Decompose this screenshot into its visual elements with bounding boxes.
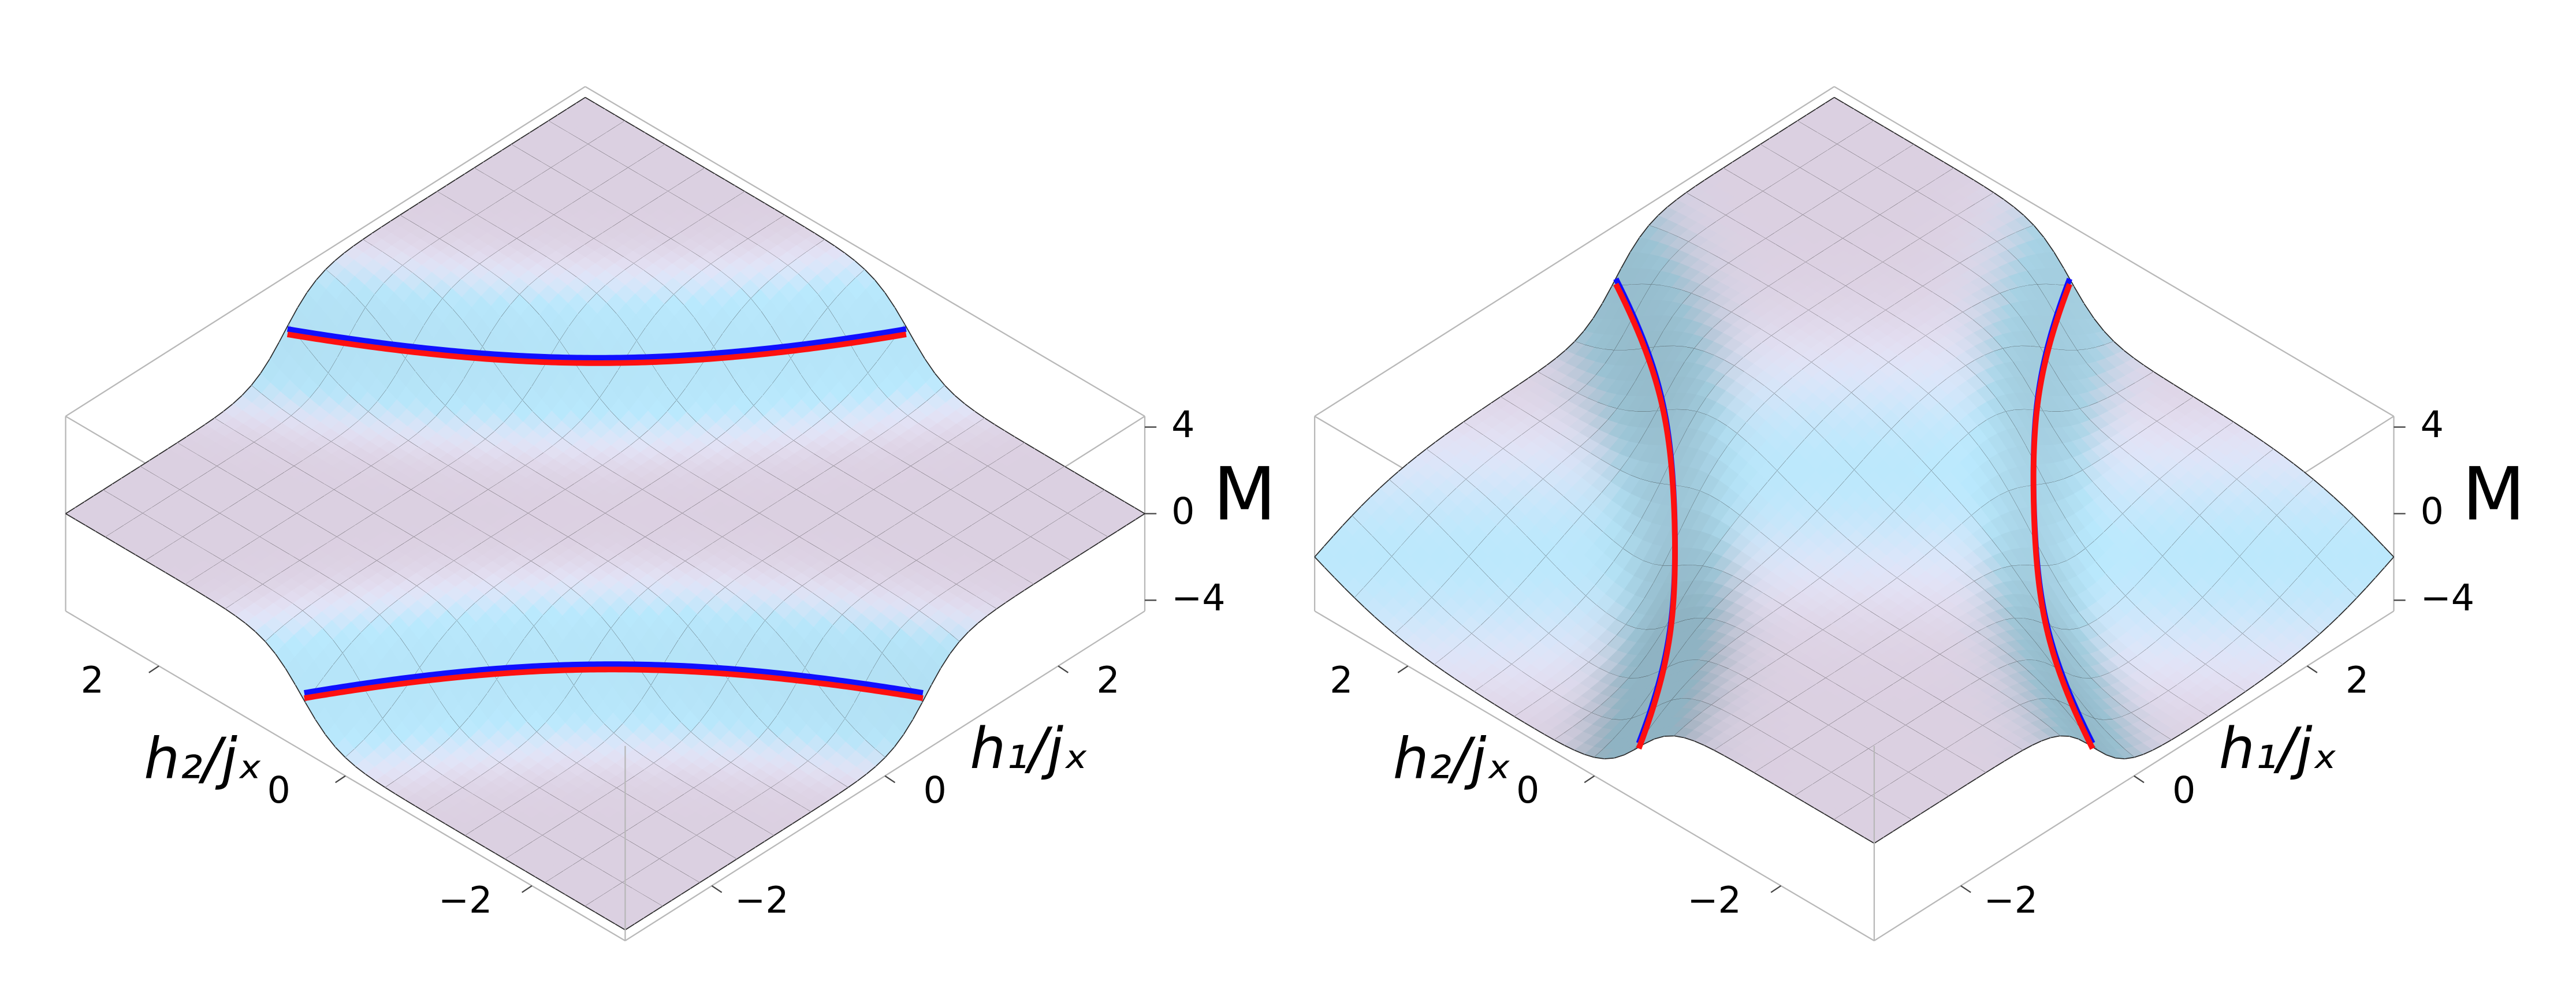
tick-label: −2 [735, 878, 789, 921]
mesh-line [784, 215, 795, 222]
tick-label: 0 [1171, 490, 1194, 532]
mesh-line [371, 226, 382, 234]
mesh-line [529, 126, 539, 133]
mesh-line [483, 155, 493, 163]
mesh-line [418, 197, 428, 204]
mesh-line [724, 179, 736, 187]
mesh-line [344, 245, 354, 254]
mesh-line [884, 292, 896, 308]
mesh-line [520, 132, 530, 139]
tick-label: 0 [924, 769, 947, 811]
mesh-line [635, 126, 646, 133]
mesh-line [455, 173, 465, 181]
mesh-line [844, 252, 855, 262]
mesh-line [381, 221, 391, 228]
mesh-line [334, 252, 345, 262]
mesh-line [624, 120, 636, 128]
mesh-line [824, 239, 836, 247]
tick-label: 0 [267, 769, 291, 811]
bounding-box-edge [585, 85, 1145, 417]
tick-label: 4 [1171, 403, 1194, 446]
surface-panel: −2 0 2 −2 0 2 −4 0 4 h₁/jₓ h₂/jₓ M [65, 85, 1276, 942]
mesh-line [492, 150, 502, 157]
mesh-line [297, 292, 308, 308]
mesh-line [605, 109, 616, 116]
mesh-line [684, 155, 695, 163]
mesh-line [714, 173, 725, 181]
mesh-line [595, 103, 606, 110]
tick-mark [522, 885, 533, 893]
mesh-line [805, 226, 816, 234]
mesh-line [705, 167, 716, 174]
mesh-line [278, 324, 289, 343]
tick-mark [884, 775, 896, 784]
mesh-line [645, 132, 656, 139]
tick-mark [711, 885, 723, 893]
tick-label: −2 [438, 878, 492, 921]
mesh-line [538, 120, 549, 128]
mesh-line [501, 144, 512, 151]
tick-mark [1058, 665, 1069, 673]
mesh-line [408, 203, 419, 210]
tick-mark [148, 665, 159, 673]
mesh-line [306, 279, 317, 293]
z-axis-label: M [1213, 452, 1276, 537]
mesh-line [390, 215, 400, 222]
tick-label: −4 [1171, 576, 1226, 619]
mesh-line [427, 191, 437, 198]
mesh-line [665, 144, 676, 151]
mesh-line [835, 245, 846, 254]
mesh-line [557, 109, 567, 115]
mesh-line [874, 279, 885, 293]
mesh-line [575, 96, 595, 104]
mesh-line [315, 269, 326, 281]
mesh-line [744, 191, 755, 198]
mesh-line [353, 239, 363, 247]
mesh-line [675, 150, 686, 157]
y-axis-label: h₂/jₓ [144, 726, 262, 792]
tick-label: 2 [81, 659, 104, 702]
mesh-line [464, 167, 474, 174]
mesh-line [445, 179, 456, 187]
mesh-line [754, 197, 766, 204]
mesh-line [795, 221, 806, 228]
mesh-line [765, 203, 776, 210]
tick-mark [335, 775, 346, 784]
mesh-line [865, 269, 876, 281]
tick-label: 2 [1096, 659, 1119, 702]
bounding-box-edge [65, 85, 586, 417]
mesh-line [566, 103, 576, 110]
x-axis-label: h₁/jₓ [970, 716, 1088, 782]
